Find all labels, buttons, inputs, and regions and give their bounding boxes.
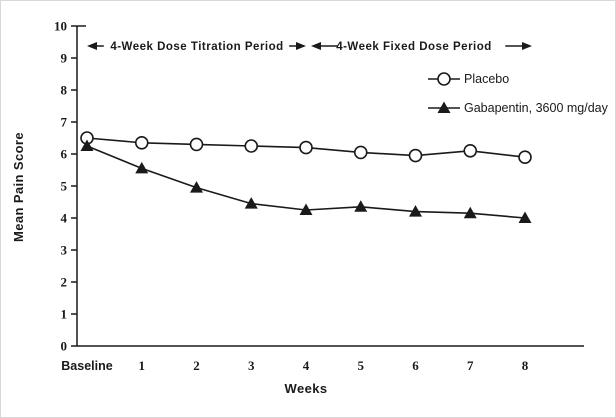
x-axis-title: Weeks: [285, 381, 328, 396]
y-tick-label: 10: [54, 19, 67, 34]
x-tick-label: 5: [358, 358, 365, 373]
gabapentin-point-marker: [463, 206, 477, 219]
series-gabapentin-3600-mg-day: [80, 139, 532, 223]
plot-axes: 0 1 2 3 4 5 6 7 8 9 10 Baseline 1 2 3 4 5 6 7 8: [54, 19, 584, 373]
x-tick-label: 8: [522, 358, 529, 373]
data-series-layer: [80, 131, 532, 223]
y-tick-label: 8: [61, 83, 68, 98]
placebo-point-marker: [134, 136, 149, 150]
gabapentin-point-marker: [299, 203, 313, 215]
y-tick-label: 1: [61, 307, 68, 322]
x-tick-label: 3: [248, 358, 255, 373]
gabapentin-point-marker: [80, 139, 94, 151]
placebo-point-marker: [463, 144, 478, 158]
y-tick-label: 6: [61, 147, 68, 162]
x-tick-label: Baseline: [61, 359, 112, 373]
gabapentin-point-marker: [437, 101, 451, 113]
annotation-arrows: [87, 42, 532, 50]
titration-period-label: 4-Week Dose Titration Period: [110, 41, 283, 53]
gabapentin-point-marker: [354, 200, 368, 212]
gabapentin-point-marker: [518, 211, 532, 223]
placebo-point-marker: [299, 140, 313, 155]
legend: Placebo Gabapentin, 3600 mg/day: [428, 72, 609, 115]
titration-period-arrow: [87, 42, 306, 50]
legend-label-placebo: Placebo: [464, 72, 509, 86]
left-arrowhead-icon: [311, 42, 321, 50]
series-placebo: [80, 131, 532, 164]
x-tick-label: 2: [193, 358, 200, 373]
legend-label-gabapentin: Gabapentin, 3600 mg/day: [464, 101, 609, 115]
placebo-point-marker: [518, 150, 532, 164]
placebo-point-marker: [244, 139, 259, 153]
y-tick-label: 7: [61, 115, 68, 130]
placebo-point-marker: [189, 137, 204, 152]
gabapentin-point-marker: [190, 181, 203, 193]
y-tick-label: 3: [61, 243, 68, 258]
x-tick-label: 6: [412, 358, 419, 373]
fixed-dose-period-label: 4-Week Fixed Dose Period: [336, 41, 492, 53]
y-tick-label: 5: [61, 179, 68, 194]
placebo-point-marker: [437, 72, 451, 86]
y-tick-label: 0: [61, 339, 68, 354]
x-tick-label: 4: [303, 358, 310, 373]
gabapentin-point-marker: [244, 197, 258, 209]
left-arrowhead-icon: [87, 42, 97, 50]
x-tick-label: 1: [139, 358, 146, 373]
placebo-point-marker: [408, 148, 423, 163]
y-tick-label: 2: [61, 275, 68, 290]
y-tick-label: 9: [61, 51, 68, 66]
y-tick-label: 4: [61, 211, 68, 226]
y-axis-title: Mean Pain Score: [11, 132, 26, 242]
fixed-dose-period-arrow: [311, 42, 532, 50]
right-arrowhead-icon: [522, 42, 532, 50]
x-tick-label: 7: [467, 358, 474, 373]
gabapentin-point-marker: [409, 205, 422, 217]
gabapentin-point-marker: [135, 161, 149, 174]
legend-markers: [428, 72, 460, 113]
placebo-point-marker: [353, 145, 368, 160]
right-arrowhead-icon: [296, 42, 306, 50]
